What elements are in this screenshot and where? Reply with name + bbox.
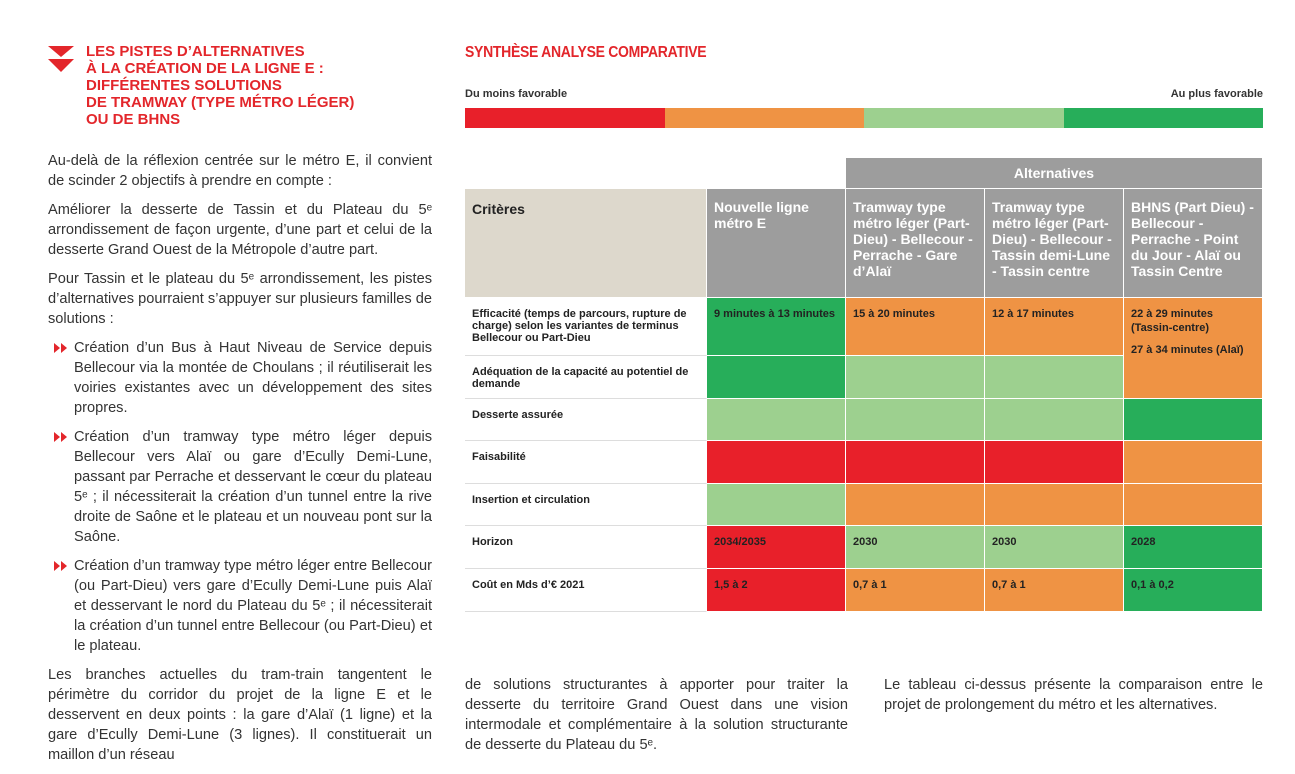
column-header: Tramway type métro léger (Part-Dieu) - B…	[985, 189, 1124, 298]
bullet: Création d’un Bus à Haut Niveau de Servi…	[48, 338, 432, 418]
bullet-icon	[54, 561, 67, 571]
rating-cell	[707, 399, 846, 441]
rating-cell: 2030	[985, 526, 1124, 569]
table-row: Insertion et circulation	[465, 484, 1263, 526]
group-header: Alternatives	[846, 158, 1263, 189]
paragraph: Améliorer la desserte de Tassin et du Pl…	[48, 202, 432, 258]
bullet-icon	[54, 432, 67, 442]
table-row: Desserte assurée	[465, 399, 1263, 441]
rating-cell	[846, 356, 985, 399]
scale-label: Au plus favorable	[1170, 88, 1263, 100]
rating-cell: 0,7 à 1	[846, 569, 985, 612]
criterion: Insertion et circulation	[465, 484, 707, 526]
rating-cell	[707, 441, 846, 484]
text-column: de solutions structurantes à apporter po…	[465, 677, 848, 753]
table-row: Faisabilité	[465, 441, 1263, 484]
rating-cell	[985, 356, 1124, 399]
scale-label: Du moins favorable	[465, 88, 568, 100]
rating-cell: 12 à 17 minutes	[985, 298, 1124, 356]
cell-text: 27 à 34 minutes (Alaï)	[1131, 344, 1244, 356]
bullet-icon	[54, 343, 67, 353]
heading-line: DE TRAMWAY (TYPE MÉTRO LÉGER)	[86, 94, 355, 111]
criterion: Faisabilité	[465, 441, 707, 484]
paragraph: Les branches actuelles du tram-train tan…	[48, 667, 432, 763]
column-header: Nouvelle ligne métro E	[707, 189, 846, 298]
heading: LES PISTES D’ALTERNATIVES À LA CRÉATION …	[86, 43, 354, 128]
criterion: Horizon	[465, 526, 707, 569]
comparison-table: Alternatives Critères Nouvelle ligne métro…	[465, 158, 1263, 612]
cell-text: 2030	[853, 536, 878, 548]
rating-cell	[985, 484, 1124, 526]
bullet-text: Création d’un tramway type métro léger e…	[74, 558, 432, 654]
cell-text: 2028	[1131, 536, 1156, 548]
cell-text: 22 à 29 minutes (Tassin-centre)	[1131, 308, 1213, 334]
criterion: Desserte assurée	[465, 399, 707, 441]
cell-text: 2030	[992, 536, 1017, 548]
header-row: Critères Nouvelle ligne métro E Tramway ty…	[465, 189, 1263, 298]
blank	[465, 158, 846, 189]
left-column: Au-delà de la réflexion centrée sur le m…	[48, 151, 432, 774]
cell-text: 0,1 à 0,2	[1131, 579, 1174, 591]
rating-cell: 22 à 29 minutes (Tassin-centre) 27 à 34 m…	[1124, 298, 1263, 399]
scale-bar	[465, 108, 1263, 128]
rating-cell	[1124, 399, 1263, 441]
criterion: Coût en Mds d’€ 2021	[465, 569, 707, 612]
rating-cell	[985, 399, 1124, 441]
cell-text: 0,7 à 1	[853, 579, 887, 591]
cell-text: 2034/2035	[714, 536, 766, 548]
heading-line: OU DE BHNS	[86, 111, 181, 128]
scale-segment	[465, 108, 665, 128]
rating-cell	[707, 356, 846, 399]
rating-cell: 2028	[1124, 526, 1263, 569]
cell-text: 15 à 20 minutes	[853, 308, 935, 320]
rating-cell: 0,1 à 0,2	[1124, 569, 1263, 612]
rating-cell	[707, 484, 846, 526]
column-header: Critères	[465, 189, 707, 298]
column-header: Tramway type métro léger (Part-Dieu) - B…	[846, 189, 985, 298]
rating-cell: 0,7 à 1	[985, 569, 1124, 612]
rating-cell	[846, 484, 985, 526]
heading-line: DIFFÉRENTES SOLUTIONS	[86, 77, 282, 94]
heading-line: LES PISTES D’ALTERNATIVES	[86, 43, 305, 60]
rating-cell	[985, 441, 1124, 484]
bullet-text: Création d’un Bus à Haut Niveau de Servi…	[74, 340, 432, 416]
cell-text: 1,5 à 2	[714, 579, 748, 591]
rating-cell: 1,5 à 2	[707, 569, 846, 612]
rating-cell	[846, 399, 985, 441]
table-row: Adéquation de la capacité au potentiel d…	[465, 356, 1263, 399]
table-row: Efficacité (temps de parcours, rupture d…	[465, 298, 1263, 399]
rating-cell	[1124, 441, 1263, 484]
table-row: Horizon 2034/2035 2030 2030 2028	[465, 526, 1263, 569]
rating-cell: 15 à 20 minutes	[846, 298, 985, 356]
cell-text: 0,7 à 1	[992, 579, 1026, 591]
cell-text: 9 minutes à 13 minutes	[714, 308, 836, 320]
bullet: Création d’un tramway type métro léger d…	[48, 427, 432, 547]
rating-cell	[1124, 484, 1263, 526]
cell-text: 12 à 17 minutes	[992, 308, 1074, 320]
bullet: Création d’un tramway type métro léger e…	[48, 556, 432, 656]
scale-segment	[664, 108, 864, 128]
text-column: Le tableau ci-dessus présente la compara…	[884, 677, 1263, 713]
rating-cell: 2030	[846, 526, 985, 569]
criterion: Adéquation de la capacité au potentiel d…	[465, 356, 707, 399]
paragraph: Pour Tassin et le plateau du 5ᵉ arrondis…	[48, 271, 432, 327]
bullet-text: Création d’un tramway type métro léger d…	[74, 429, 432, 545]
heading-line: À LA CRÉATION DE LA LIGNE E :	[86, 60, 324, 77]
rating-cell: 9 minutes à 13 minutes	[707, 298, 846, 356]
section-title: SYNTHÈSE ANALYSE COMPARATIVE	[465, 42, 707, 61]
column-header: BHNS (Part Dieu) - Bellecour - Perrache …	[1124, 189, 1263, 298]
table-row: Coût en Mds d’€ 2021 1,5 à 2 0,7 à 1 0,7 à …	[465, 569, 1263, 612]
paragraph: Au-delà de la réflexion centrée sur le m…	[48, 153, 432, 189]
criterion: Efficacité (temps de parcours, rupture d…	[465, 298, 707, 356]
group-row: Alternatives	[465, 158, 1263, 189]
scale-segment	[864, 108, 1064, 128]
heading-icon	[48, 46, 74, 72]
rating-cell: 2034/2035	[707, 526, 846, 569]
rating-cell	[846, 441, 985, 484]
scale-segment	[1063, 108, 1263, 128]
